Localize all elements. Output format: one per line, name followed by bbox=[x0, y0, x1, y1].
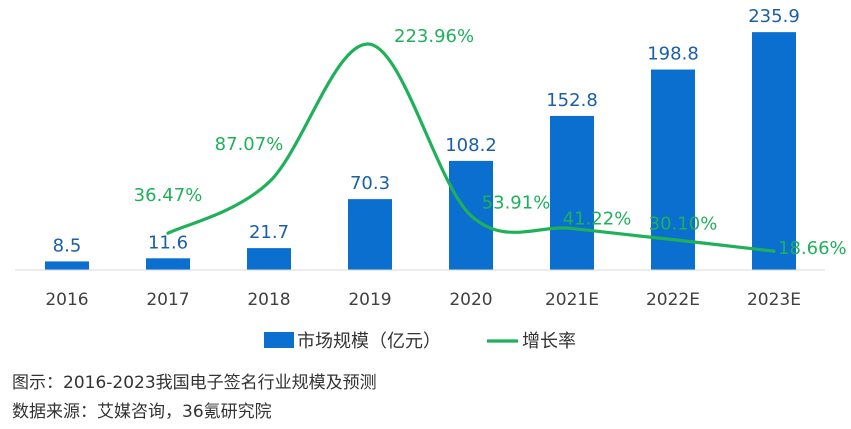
bar-label-2020: 108.2 bbox=[445, 135, 497, 156]
source-caption: 数据来源：艾媒咨询，36氪研究院 bbox=[12, 402, 272, 422]
line-label-2022E: 30.10% bbox=[649, 214, 718, 235]
chart: 2016 2017 2018 2019 2020 2021E 2022E 2023E 8.5 1… bbox=[15, 6, 847, 352]
line-label-2019: 223.96% bbox=[394, 26, 474, 47]
line-label-2018: 87.07% bbox=[215, 134, 284, 155]
bar-label-2022E: 198.8 bbox=[647, 44, 699, 65]
bar-label-2023E: 235.9 bbox=[748, 6, 800, 27]
line-label-2021E: 41.22% bbox=[563, 208, 632, 229]
bar-series bbox=[45, 32, 796, 270]
x-tick-2019: 2019 bbox=[348, 290, 391, 310]
bar-2021E bbox=[550, 115, 594, 270]
bar-value-labels: 8.5 11.6 21.7 70.3 108.2 152.8 198.8 235.9 bbox=[53, 6, 800, 256]
bar-2019 bbox=[348, 199, 392, 270]
bar-2016 bbox=[45, 261, 89, 270]
line-label-2020: 53.91% bbox=[482, 193, 551, 214]
x-tick-2023E: 2023E bbox=[747, 290, 801, 310]
x-tick-2021E: 2021E bbox=[545, 290, 599, 310]
growth-rate-line bbox=[166, 42, 776, 253]
legend-label-line: 增长率 bbox=[522, 331, 576, 352]
line-label-2017: 36.47% bbox=[134, 185, 203, 206]
legend-label-bar: 市场规模（亿元） bbox=[297, 331, 441, 352]
bar-label-2018: 21.7 bbox=[249, 222, 289, 243]
figure-caption: 图示：2016-2023我国电子签名行业规模及预测 bbox=[12, 373, 377, 393]
x-tick-2022E: 2022E bbox=[646, 290, 700, 310]
legend-swatch-bar bbox=[264, 332, 294, 348]
x-tick-2020: 2020 bbox=[449, 290, 492, 310]
bar-2017 bbox=[146, 258, 190, 270]
x-tick-2017: 2017 bbox=[146, 290, 189, 310]
bar-label-2021E: 152.8 bbox=[546, 90, 598, 111]
legend: 市场规模（亿元） 增长率 bbox=[264, 331, 576, 352]
x-tick-2018: 2018 bbox=[247, 290, 290, 310]
bar-label-2019: 70.3 bbox=[350, 173, 390, 194]
x-tick-labels: 2016 2017 2018 2019 2020 2021E 2022E 2023E bbox=[45, 290, 801, 310]
bar-2023E bbox=[752, 32, 796, 270]
bar-label-2016: 8.5 bbox=[53, 235, 82, 256]
line-value-labels: 36.47% 87.07% 223.96% 53.91% 41.22% 30.10% 18.… bbox=[134, 26, 847, 259]
bar-2018 bbox=[247, 248, 291, 270]
growth-rate-series bbox=[166, 42, 776, 253]
line-label-2023E: 18.66% bbox=[778, 238, 847, 259]
bar-label-2017: 11.6 bbox=[148, 232, 188, 253]
x-tick-2016: 2016 bbox=[45, 290, 88, 310]
